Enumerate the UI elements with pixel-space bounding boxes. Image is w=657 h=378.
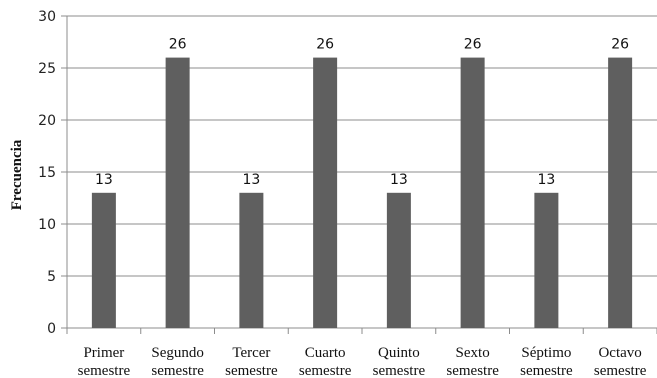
x-tick-label: Tercer semestre — [225, 345, 278, 378]
x-tick-label-line: semestre — [78, 363, 131, 378]
x-tick-label: Cuarto semestre — [299, 345, 352, 378]
x-tick-label: Quinto semestre — [373, 345, 426, 378]
bar — [166, 58, 190, 328]
data-label: 26 — [611, 37, 629, 53]
x-tick-label-line: Cuarto — [305, 345, 346, 361]
x-tick-label-line: Octavo — [598, 345, 641, 361]
x-tick-label-line: semestre — [446, 363, 499, 378]
gridlines — [61, 16, 657, 334]
y-tick-label: 5 — [47, 269, 56, 285]
x-tick-labels: Primer semestre Segundo semestre Tercer semes… — [78, 345, 647, 378]
x-tick-label: Octavo semestre — [594, 345, 647, 378]
x-tick-label-line: Quinto — [378, 345, 420, 361]
x-tick-label-line: Sexto — [456, 345, 490, 361]
bar — [608, 58, 632, 328]
x-tick-label-line: Segundo — [151, 345, 204, 361]
y-tick-label: 30 — [38, 9, 56, 25]
data-label: 13 — [242, 172, 260, 188]
x-tick-label-line: Tercer — [232, 345, 270, 361]
data-label: 13 — [95, 172, 113, 188]
x-tick-label: Segundo semestre — [151, 345, 204, 378]
x-tick-label-line: semestre — [373, 363, 426, 378]
x-tick-label: Sexto semestre — [446, 345, 499, 378]
data-label: 13 — [537, 172, 555, 188]
y-tick-labels: 0 5 10 15 20 25 30 — [38, 9, 56, 337]
bar — [92, 193, 116, 328]
y-tick-label: 0 — [47, 321, 56, 337]
data-label: 13 — [390, 172, 408, 188]
x-tick-label-line: semestre — [594, 363, 647, 378]
x-tick-label-line: Primer — [83, 345, 124, 361]
bar — [387, 193, 411, 328]
x-tick-label-line: semestre — [225, 363, 278, 378]
y-axis-label: Frecuencia — [9, 139, 25, 210]
data-label: 26 — [464, 37, 482, 53]
x-tick-label-line: semestre — [520, 363, 573, 378]
x-tick-label-line: Séptimo — [521, 345, 571, 361]
y-tick-label: 10 — [38, 217, 56, 233]
x-tick-label: Séptimo semestre — [520, 345, 573, 378]
bar — [534, 193, 558, 328]
bar — [239, 193, 263, 328]
bar — [461, 58, 485, 328]
x-tick-label-line: semestre — [151, 363, 204, 378]
data-label: 26 — [169, 37, 187, 53]
x-tick-label: Primer semestre — [78, 345, 131, 378]
bar — [313, 58, 337, 328]
y-tick-label: 15 — [38, 165, 56, 181]
x-tick-label-line: semestre — [299, 363, 352, 378]
y-tick-label: 20 — [38, 113, 56, 129]
y-tick-label: 25 — [38, 61, 56, 77]
data-label: 26 — [316, 37, 334, 53]
bars — [92, 58, 632, 328]
